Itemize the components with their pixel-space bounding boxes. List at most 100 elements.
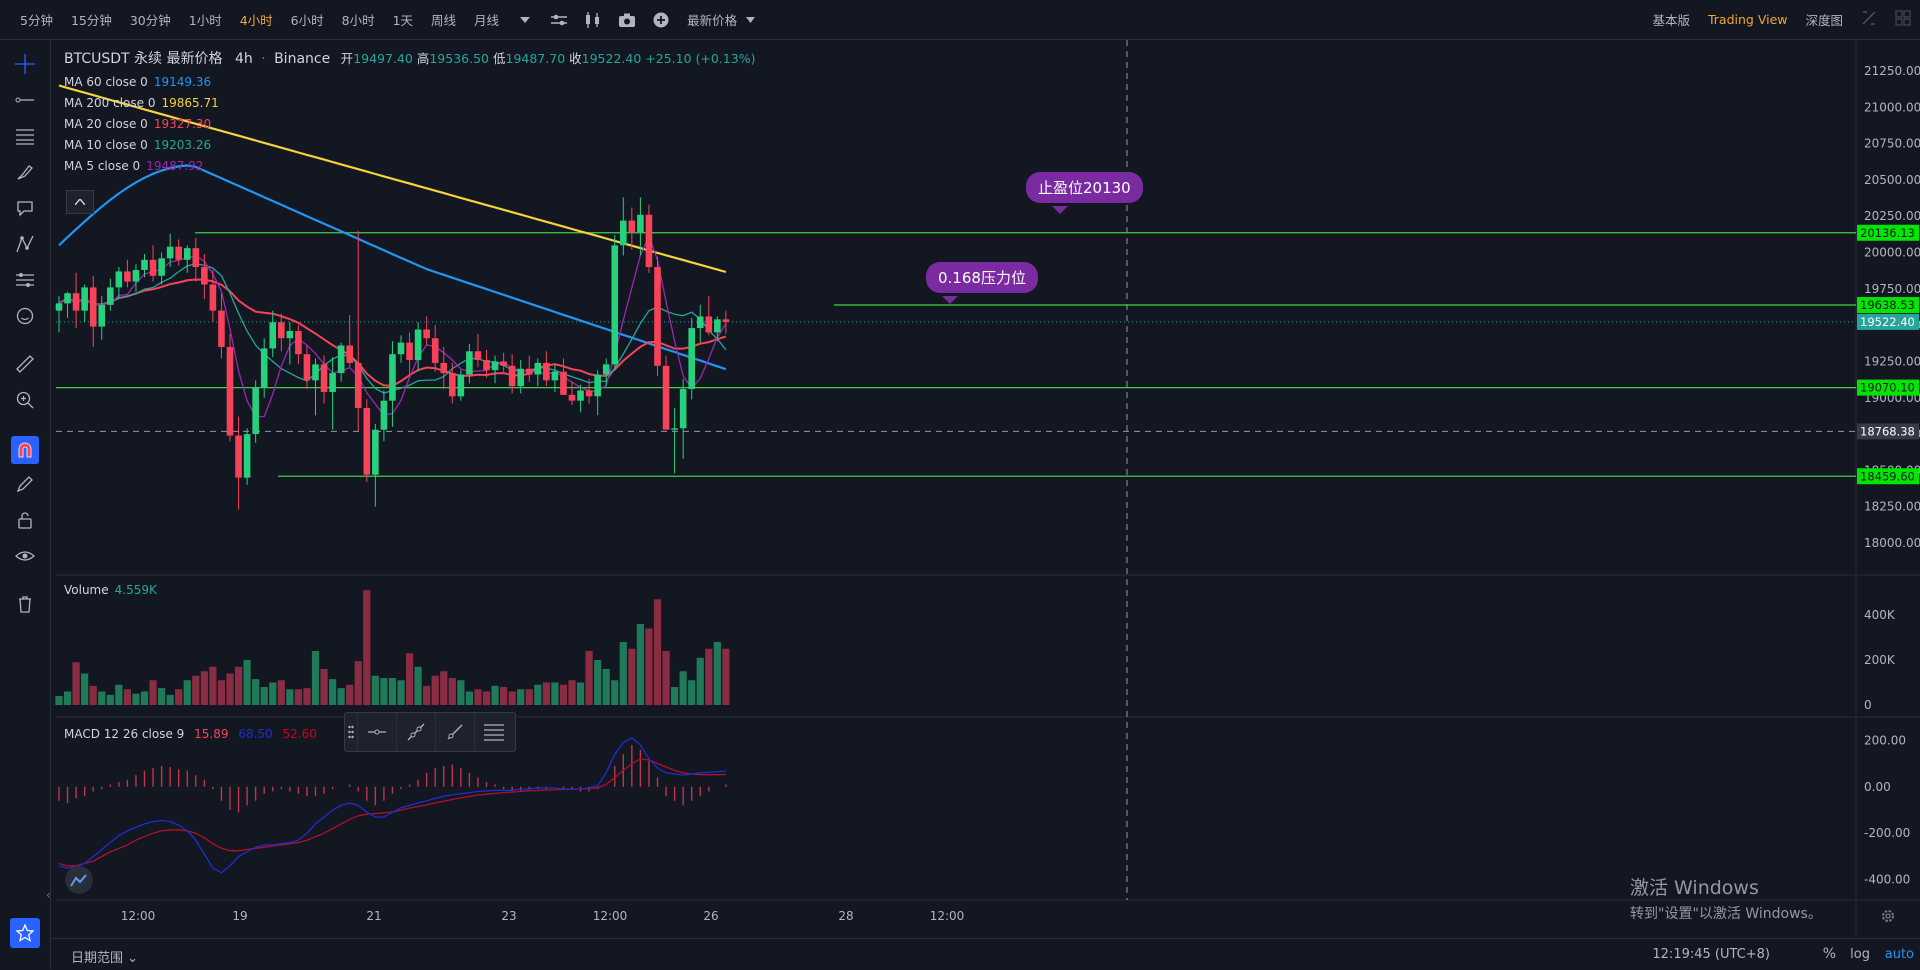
fullscreen-icon[interactable] <box>1852 10 1886 29</box>
resistance-callout[interactable]: 0.168压力位 <box>926 262 1038 293</box>
volume-bar[interactable] <box>140 691 149 706</box>
candle-body[interactable] <box>466 351 473 375</box>
candle-body[interactable] <box>500 361 507 366</box>
drag-handle-icon[interactable] <box>345 725 357 739</box>
volume-bar[interactable] <box>474 689 482 705</box>
price-type-chevron-icon[interactable] <box>741 11 759 29</box>
price-type-select[interactable]: 最新价格 <box>687 13 738 28</box>
comment-icon[interactable] <box>13 196 37 220</box>
ma20-legend[interactable]: MA 20 close 0 19327.30 <box>64 117 212 131</box>
candle-body[interactable] <box>235 435 242 478</box>
volume-bar[interactable] <box>123 689 131 705</box>
trash-icon[interactable] <box>13 592 37 616</box>
volume-bar[interactable] <box>252 679 260 705</box>
volume-bar[interactable] <box>106 694 114 705</box>
trend-line-icon[interactable] <box>13 88 37 112</box>
candle-body[interactable] <box>175 246 182 260</box>
candle-body[interactable] <box>551 371 559 381</box>
candle-body[interactable] <box>628 220 636 233</box>
candle-body[interactable] <box>560 371 567 395</box>
tf-1mo[interactable]: 月线 <box>474 13 500 28</box>
volume-bar[interactable] <box>132 693 140 705</box>
candle-body[interactable] <box>637 214 644 233</box>
segment-tool-icon[interactable] <box>435 713 474 751</box>
candle-body[interactable] <box>149 259 157 276</box>
take-profit-callout[interactable]: 止盈位20130 <box>1026 172 1143 203</box>
favorite-star-icon[interactable] <box>10 918 40 948</box>
volume-bar[interactable] <box>508 691 516 706</box>
candle-body[interactable] <box>286 330 294 339</box>
depth-chart-link[interactable]: 深度图 <box>1805 13 1843 28</box>
brush-icon[interactable] <box>13 160 37 184</box>
candle-body[interactable] <box>81 287 88 311</box>
volume-bar[interactable] <box>602 669 610 705</box>
tf-15m[interactable]: 15分钟 <box>70 13 112 28</box>
volume-bar[interactable] <box>696 657 704 705</box>
volume-bar[interactable] <box>619 642 627 705</box>
volume-bar[interactable] <box>636 624 644 705</box>
candle-body[interactable] <box>688 328 695 390</box>
emoji-icon[interactable] <box>13 304 37 328</box>
candle-body[interactable] <box>243 434 251 478</box>
candle-body[interactable] <box>183 248 191 260</box>
candle-body[interactable] <box>389 354 396 401</box>
volume-bar[interactable] <box>534 684 542 705</box>
ray-tool-icon[interactable] <box>396 713 435 751</box>
volume-bar[interactable] <box>81 673 89 706</box>
horizontal-lines-icon[interactable] <box>13 124 37 148</box>
volume-bar[interactable] <box>628 648 636 705</box>
candle-body[interactable] <box>457 374 465 397</box>
candle-body[interactable] <box>594 374 601 397</box>
candle-body[interactable] <box>218 310 225 347</box>
candle-body[interactable] <box>320 364 328 392</box>
candle-body[interactable] <box>483 360 490 371</box>
tradingview-link[interactable]: Trading View <box>1707 12 1788 27</box>
candle-body[interactable] <box>449 373 456 397</box>
volume-bar[interactable] <box>568 680 576 705</box>
basic-view-link[interactable]: 基本版 <box>1652 13 1690 28</box>
candle-body[interactable] <box>577 390 584 401</box>
gear-icon[interactable] <box>1878 906 1898 926</box>
candle-body[interactable] <box>611 245 619 365</box>
volume-bar[interactable] <box>329 679 337 705</box>
candle-body[interactable] <box>671 428 678 430</box>
macd-legend[interactable]: MACD 12 26 close 9 15.89 68.50 52.60 <box>64 727 317 741</box>
volume-bar[interactable] <box>158 688 166 705</box>
candle-body[interactable] <box>372 429 379 475</box>
candle-body[interactable] <box>414 329 422 361</box>
candle-body[interactable] <box>209 284 217 311</box>
tf-5m[interactable]: 5分钟 <box>20 13 53 28</box>
volume-bar[interactable] <box>645 628 653 706</box>
volume-bar[interactable] <box>209 666 217 705</box>
candle-body[interactable] <box>346 345 353 363</box>
candle-body[interactable] <box>329 373 336 392</box>
candle-body[interactable] <box>508 365 516 387</box>
volume-bar[interactable] <box>611 680 619 705</box>
candle-body[interactable] <box>166 246 174 259</box>
volume-bar[interactable] <box>243 660 251 705</box>
candle-body[interactable] <box>303 354 311 381</box>
chevron-down-icon[interactable] <box>516 11 534 29</box>
magnet-icon[interactable] <box>11 436 39 464</box>
tf-30m[interactable]: 30分钟 <box>129 13 171 28</box>
volume-bar[interactable] <box>542 682 550 706</box>
eye-icon[interactable] <box>13 544 37 568</box>
volume-bar[interactable] <box>414 666 422 705</box>
volume-bar[interactable] <box>55 696 63 705</box>
candle-body[interactable] <box>380 400 388 430</box>
volume-bar[interactable] <box>217 680 226 705</box>
candle-body[interactable] <box>440 362 448 374</box>
tf-1h[interactable]: 1小时 <box>188 13 222 28</box>
candle-body[interactable] <box>654 267 661 366</box>
candle-body[interactable] <box>269 322 277 349</box>
date-range-button[interactable]: 日期范围 ⌄ <box>71 951 139 966</box>
volume-bar[interactable] <box>688 680 696 705</box>
indicator-settings-icon[interactable] <box>550 11 568 29</box>
candle-body[interactable] <box>72 293 80 311</box>
candle-body[interactable] <box>226 346 234 436</box>
candle-body[interactable] <box>517 368 524 387</box>
ma60-legend[interactable]: MA 60 close 0 19149.36 <box>64 75 212 89</box>
candle-body[interactable] <box>525 368 533 375</box>
volume-bar[interactable] <box>149 680 157 705</box>
